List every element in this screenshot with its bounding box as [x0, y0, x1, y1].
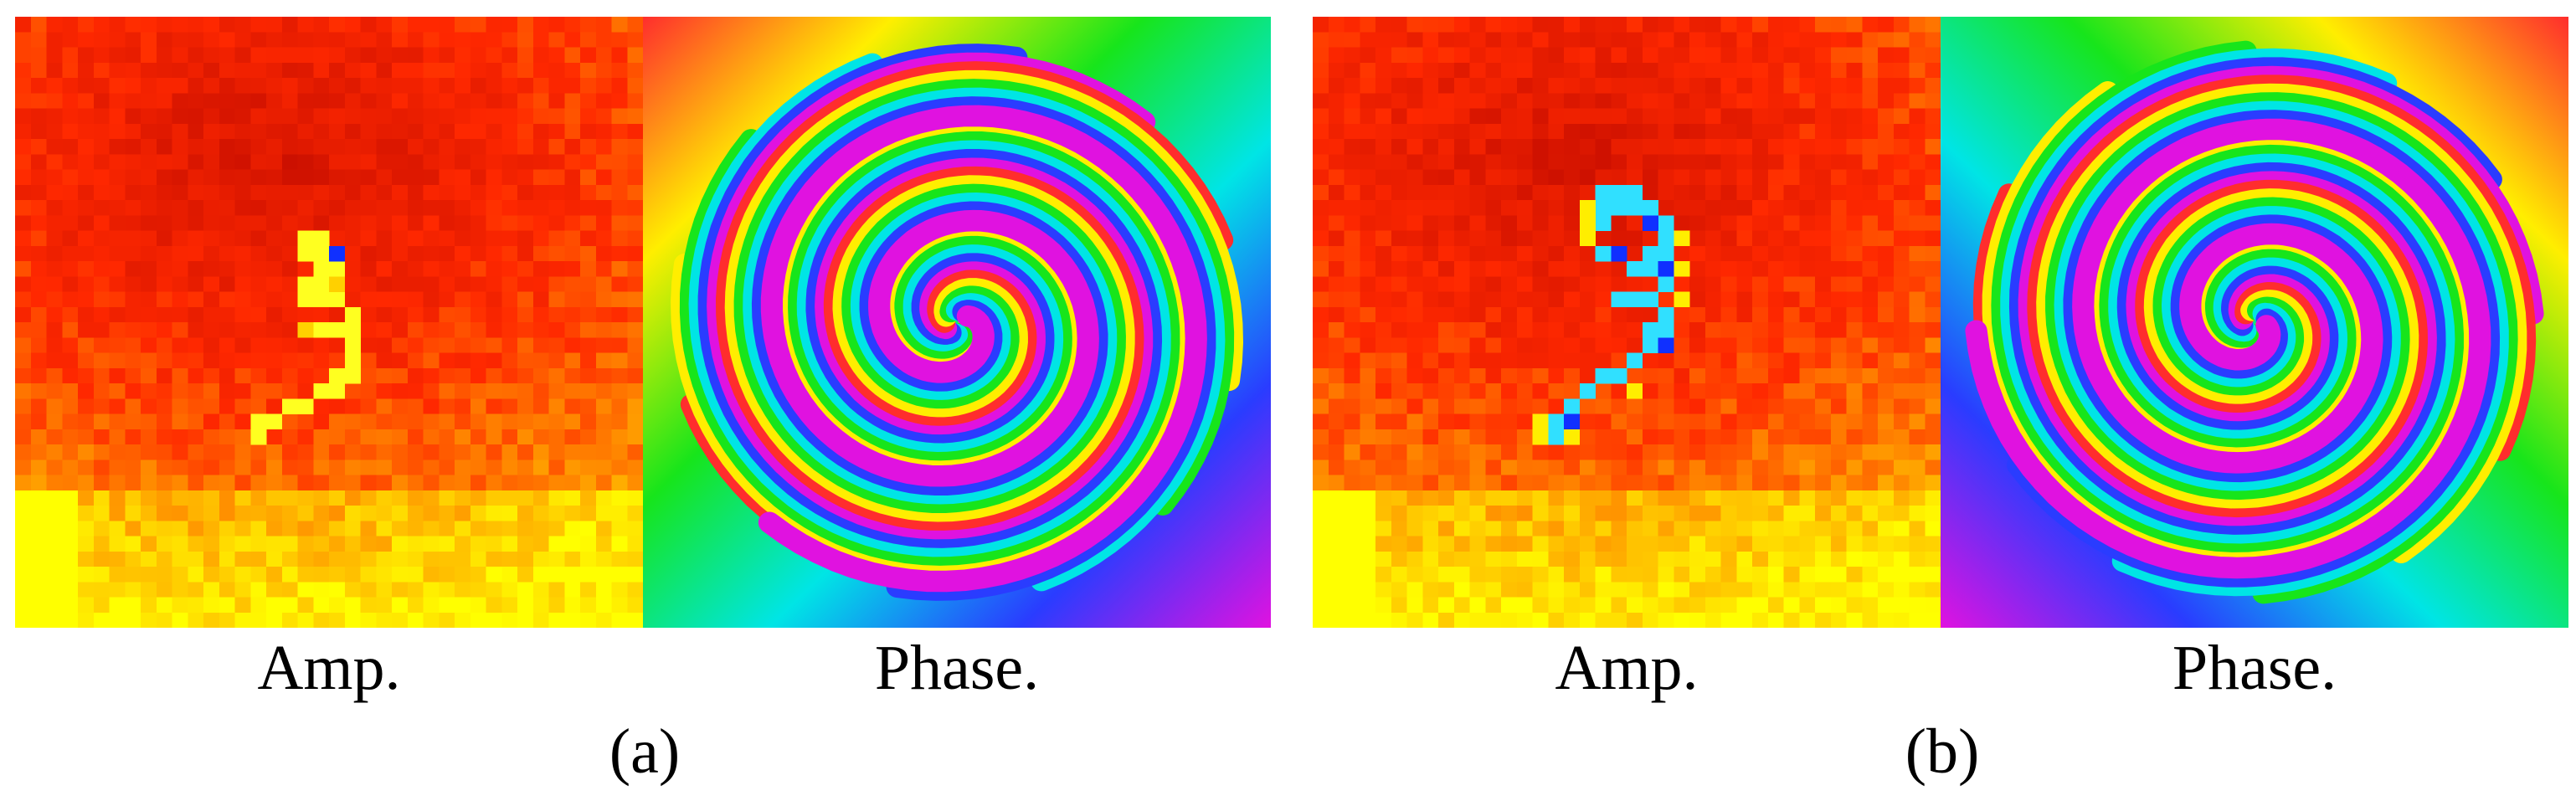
phase-map-b	[1941, 17, 2568, 628]
phase-label-b: Phase.	[2172, 633, 2337, 703]
phase-map-a	[643, 17, 1271, 628]
amplitude-map-b	[1313, 17, 1941, 628]
subfigure-label-b: (b)	[1905, 716, 1980, 787]
phase-label-a: Phase.	[874, 633, 1040, 703]
amp-label-b: Amp.	[1555, 633, 1699, 703]
amp-label-a: Amp.	[257, 633, 401, 703]
amplitude-map-a	[15, 17, 643, 628]
subfigure-label-a: (a)	[609, 716, 681, 787]
